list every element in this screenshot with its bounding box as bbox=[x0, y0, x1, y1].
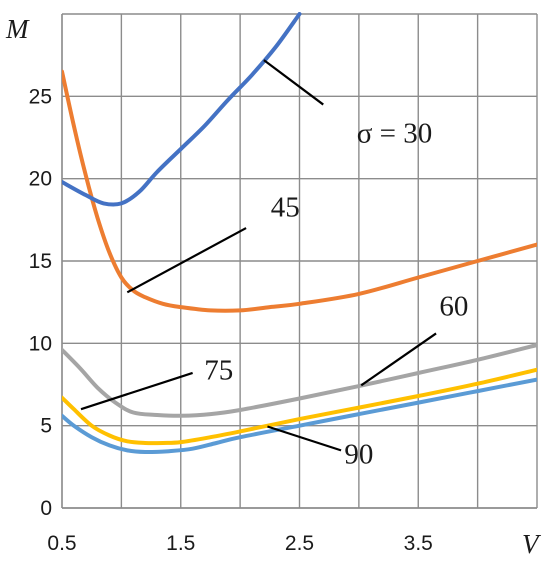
x-axis-title: V bbox=[522, 529, 542, 559]
series-label-75: 75 bbox=[204, 355, 233, 387]
series-75-line bbox=[62, 367, 537, 446]
y-tick-label: 25 bbox=[29, 85, 52, 108]
leader-line-60 bbox=[360, 332, 437, 387]
series-label-sigma-30: σ = 30 bbox=[357, 117, 433, 149]
leader-line-75 bbox=[80, 371, 193, 411]
y-tick-label: 20 bbox=[29, 168, 52, 191]
x-tick-label: 1.5 bbox=[166, 532, 195, 555]
series-label-90: 90 bbox=[344, 439, 373, 471]
x-tick-label: 0.5 bbox=[47, 532, 76, 555]
leader-line-sigma-30 bbox=[263, 59, 324, 106]
series-90-line bbox=[62, 377, 537, 455]
y-tick-label: 0 bbox=[40, 497, 52, 520]
series-sigma-30-line bbox=[62, 12, 302, 207]
annotations: σ = 30 45 60 75 90 bbox=[80, 59, 468, 471]
series-label-60: 60 bbox=[439, 290, 468, 322]
series-label-45: 45 bbox=[271, 192, 300, 224]
y-tick-label: 5 bbox=[40, 415, 52, 438]
leader-line-90 bbox=[267, 425, 342, 452]
x-tick-label: 3.5 bbox=[404, 532, 433, 555]
y-tick-label: 10 bbox=[29, 332, 52, 355]
axes bbox=[61, 14, 537, 509]
grid bbox=[61, 13, 538, 509]
y-axis-title: M bbox=[5, 14, 30, 44]
series-60-line bbox=[62, 343, 537, 418]
series-group bbox=[62, 12, 537, 455]
x-tick-label: 2.5 bbox=[285, 532, 314, 555]
series-45-line bbox=[62, 69, 537, 313]
labels: 0 5 10 15 20 25 0.5 1.5 2.5 3.5 M V bbox=[5, 14, 542, 559]
y-tick-label: 15 bbox=[29, 250, 52, 273]
leader-line-45 bbox=[126, 227, 247, 294]
